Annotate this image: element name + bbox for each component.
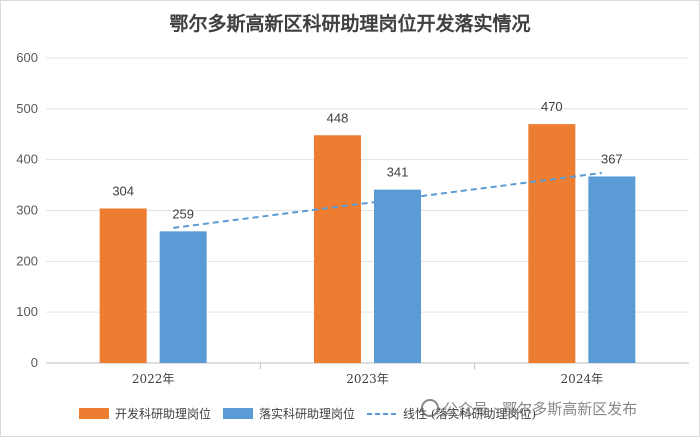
data-label: 367 [601, 151, 623, 166]
trendline [173, 171, 602, 229]
watermark-text: 公众号 · 鄂尔多斯高新区发布 [443, 400, 638, 418]
data-label: 304 [112, 183, 134, 198]
wechat-icon [421, 399, 439, 417]
data-label: 448 [327, 110, 349, 125]
legend-label: 开发科研助理岗位 [115, 406, 211, 421]
legend-swatch [223, 408, 253, 419]
bar-implemented [374, 189, 421, 363]
legend-swatch [79, 408, 109, 419]
data-label: 259 [172, 206, 194, 221]
y-tick-label: 500 [16, 101, 38, 116]
y-tick-label: 0 [31, 355, 38, 370]
x-tick-label: 2024年 [561, 372, 604, 386]
bar-developed [314, 135, 361, 363]
data-label: 470 [541, 99, 563, 114]
chart-title: 鄂尔多斯高新区科研助理岗位开发落实情况 [169, 13, 531, 35]
bar-implemented [159, 231, 207, 363]
data-label: 341 [387, 165, 409, 180]
y-tick-label: 400 [16, 152, 38, 167]
y-tick-label: 200 [16, 253, 38, 268]
bar-developed [528, 124, 576, 363]
y-tick-label: 600 [16, 50, 38, 65]
y-tick-label: 300 [16, 203, 38, 218]
x-tick-label: 2022年 [132, 372, 175, 386]
bar-implemented [588, 176, 636, 363]
y-tick-label: 100 [16, 304, 38, 319]
legend-label: 落实科研助理岗位 [259, 406, 355, 421]
watermark: 公众号 · 鄂尔多斯高新区发布 [421, 398, 637, 419]
x-tick-label: 2023年 [346, 372, 389, 386]
bar-developed [99, 208, 147, 363]
